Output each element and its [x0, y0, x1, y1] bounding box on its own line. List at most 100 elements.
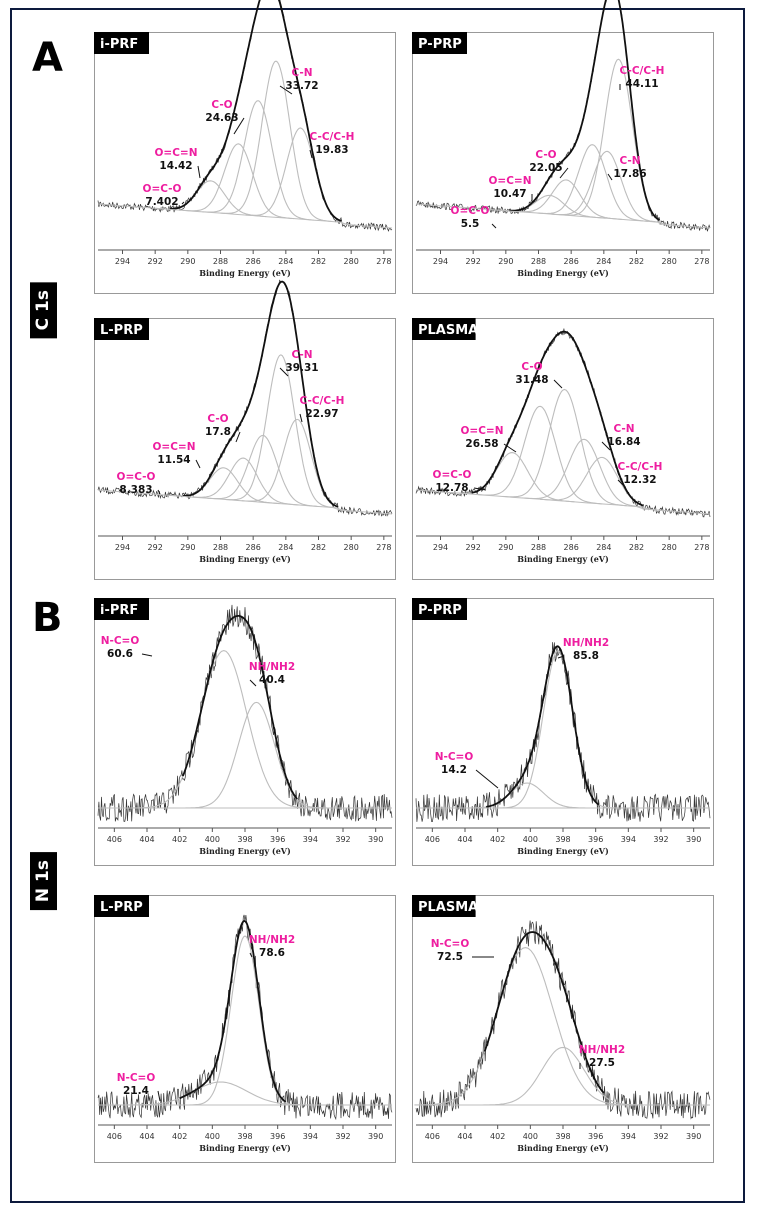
peak-label-c-c-c-h: C-C/C-H44.11	[619, 65, 665, 90]
background-line	[415, 203, 711, 229]
x-tick-label: 400	[523, 835, 538, 844]
peak-value: 7.402	[145, 196, 178, 208]
fit-envelope	[471, 330, 644, 507]
peak-name: C-O	[207, 413, 228, 425]
side-label-c1s: C 1s	[30, 282, 57, 339]
x-tick-label: 284	[278, 543, 293, 552]
peak-name: O=C-O	[433, 469, 472, 481]
x-tick-label: 400	[205, 835, 220, 844]
peak-label-o-c-o: O=C-O7.402	[143, 183, 185, 208]
peak-value: 31.48	[515, 374, 548, 386]
x-tick-label: 292	[148, 257, 163, 266]
peak-value: 12.78	[435, 482, 468, 494]
component-peak-n-c-o	[414, 947, 637, 1106]
background-line	[97, 489, 393, 515]
x-tick-label: 280	[344, 257, 359, 266]
peak-value: 11.54	[157, 454, 190, 466]
leader-line	[491, 223, 497, 229]
peak-name: O=C-O	[451, 205, 490, 217]
component-peak-nh-nh2	[184, 701, 329, 809]
background-line	[97, 203, 393, 229]
component-peak-c-n	[220, 60, 332, 222]
component-peak-c-n	[551, 150, 663, 225]
x-tick-label: 288	[213, 543, 228, 552]
peak-name: N-C=O	[431, 938, 470, 950]
x-tick-label: 278	[376, 543, 391, 552]
peak-value: 8.383	[119, 484, 152, 496]
x-tick-label: 394	[303, 1132, 318, 1141]
x-axis-title: Binding Energy (eV)	[517, 1143, 609, 1153]
panel-title: L-PRP	[100, 900, 143, 915]
component-peak-o-c-o	[450, 452, 575, 503]
x-tick-label: 292	[466, 543, 481, 552]
chart-n1s-plasma: PLASMA 406 404 402 400 398 396 394 392 390 Binding…	[412, 895, 714, 1163]
peak-label-n-c-o: N-C=O14.2	[435, 751, 499, 789]
peak-name: C-C/C-H	[618, 461, 663, 473]
panel-tag: PLASMA	[412, 895, 478, 917]
component-peak-c-o	[502, 388, 627, 507]
component-peak-o-c-n	[478, 405, 603, 505]
peak-value: 17.86	[613, 168, 646, 180]
peak-name: C-N	[619, 155, 640, 167]
x-tick-label: 392	[335, 1132, 350, 1141]
x-tick-label: 284	[278, 257, 293, 266]
background-line	[415, 489, 711, 515]
x-tick-label: 286	[246, 257, 261, 266]
component-peak-c-n	[225, 354, 337, 509]
leader-line	[601, 441, 611, 451]
fit-envelope	[182, 615, 298, 800]
peak-label-n-c-o: N-C=O60.6	[101, 635, 153, 660]
x-tick-label: 290	[498, 543, 513, 552]
peak-name: O=C=N	[152, 441, 195, 453]
x-tick-label: 294	[433, 543, 448, 552]
peak-name: C-N	[291, 349, 312, 361]
x-tick-label: 406	[425, 835, 440, 844]
peak-value: 26.58	[465, 438, 498, 450]
peak-name: O=C=N	[460, 425, 503, 437]
component-peak-n-c-o	[461, 782, 593, 809]
peak-label-o-c-n: O=C=N11.54	[152, 441, 201, 469]
peak-name: C-O	[535, 149, 556, 161]
x-tick-label: 290	[498, 257, 513, 266]
x-tick-label: 284	[596, 543, 611, 552]
panel-tag: i-PRF	[94, 598, 149, 620]
peak-name: N-C=O	[101, 635, 140, 647]
peak-name: C-C/C-H	[300, 395, 345, 407]
x-tick-label: 286	[564, 543, 579, 552]
x-axis-title: Binding Energy (eV)	[517, 268, 609, 278]
peak-name: C-C/C-H	[620, 65, 665, 77]
leader-line	[279, 367, 289, 377]
peak-name: C-N	[291, 67, 312, 79]
peak-label-n-c-o: N-C=O21.4	[117, 1072, 161, 1102]
leader-line	[249, 952, 253, 958]
peak-value: 16.84	[607, 436, 640, 448]
x-tick-label: 396	[270, 835, 285, 844]
x-tick-label: 392	[653, 1132, 668, 1141]
peak-label-c-c-c-h: C-C/C-H19.83	[309, 131, 354, 159]
peak-name: O=C-O	[143, 183, 182, 195]
component-peak-c-o	[536, 144, 648, 222]
component-peak-c-c-c-h	[540, 456, 665, 512]
x-axis-title: Binding Energy (eV)	[199, 554, 291, 564]
x-axis-title: Binding Energy (eV)	[199, 268, 291, 278]
x-tick-label: 404	[139, 835, 154, 844]
panel-title: i-PRF	[100, 37, 138, 52]
peak-label-c-c-c-h: C-C/C-H12.32	[618, 461, 663, 487]
x-tick-label: 294	[433, 257, 448, 266]
x-tick-label: 404	[139, 1132, 154, 1141]
peak-value: 21.4	[123, 1085, 149, 1097]
leader-line	[309, 149, 313, 159]
x-tick-label: 294	[115, 257, 130, 266]
peak-name: NH/NH2	[249, 661, 295, 673]
component-peak-nh-nh2	[189, 935, 301, 1106]
leader-line	[181, 201, 185, 205]
x-tick-label: 278	[694, 257, 709, 266]
leader-line	[195, 459, 201, 469]
x-tick-label: 280	[662, 543, 677, 552]
x-tick-label: 396	[588, 835, 603, 844]
peak-name: O=C=N	[154, 147, 197, 159]
x-axis-title: Binding Energy (eV)	[199, 846, 291, 856]
component-peak-o-c-n	[182, 143, 295, 220]
